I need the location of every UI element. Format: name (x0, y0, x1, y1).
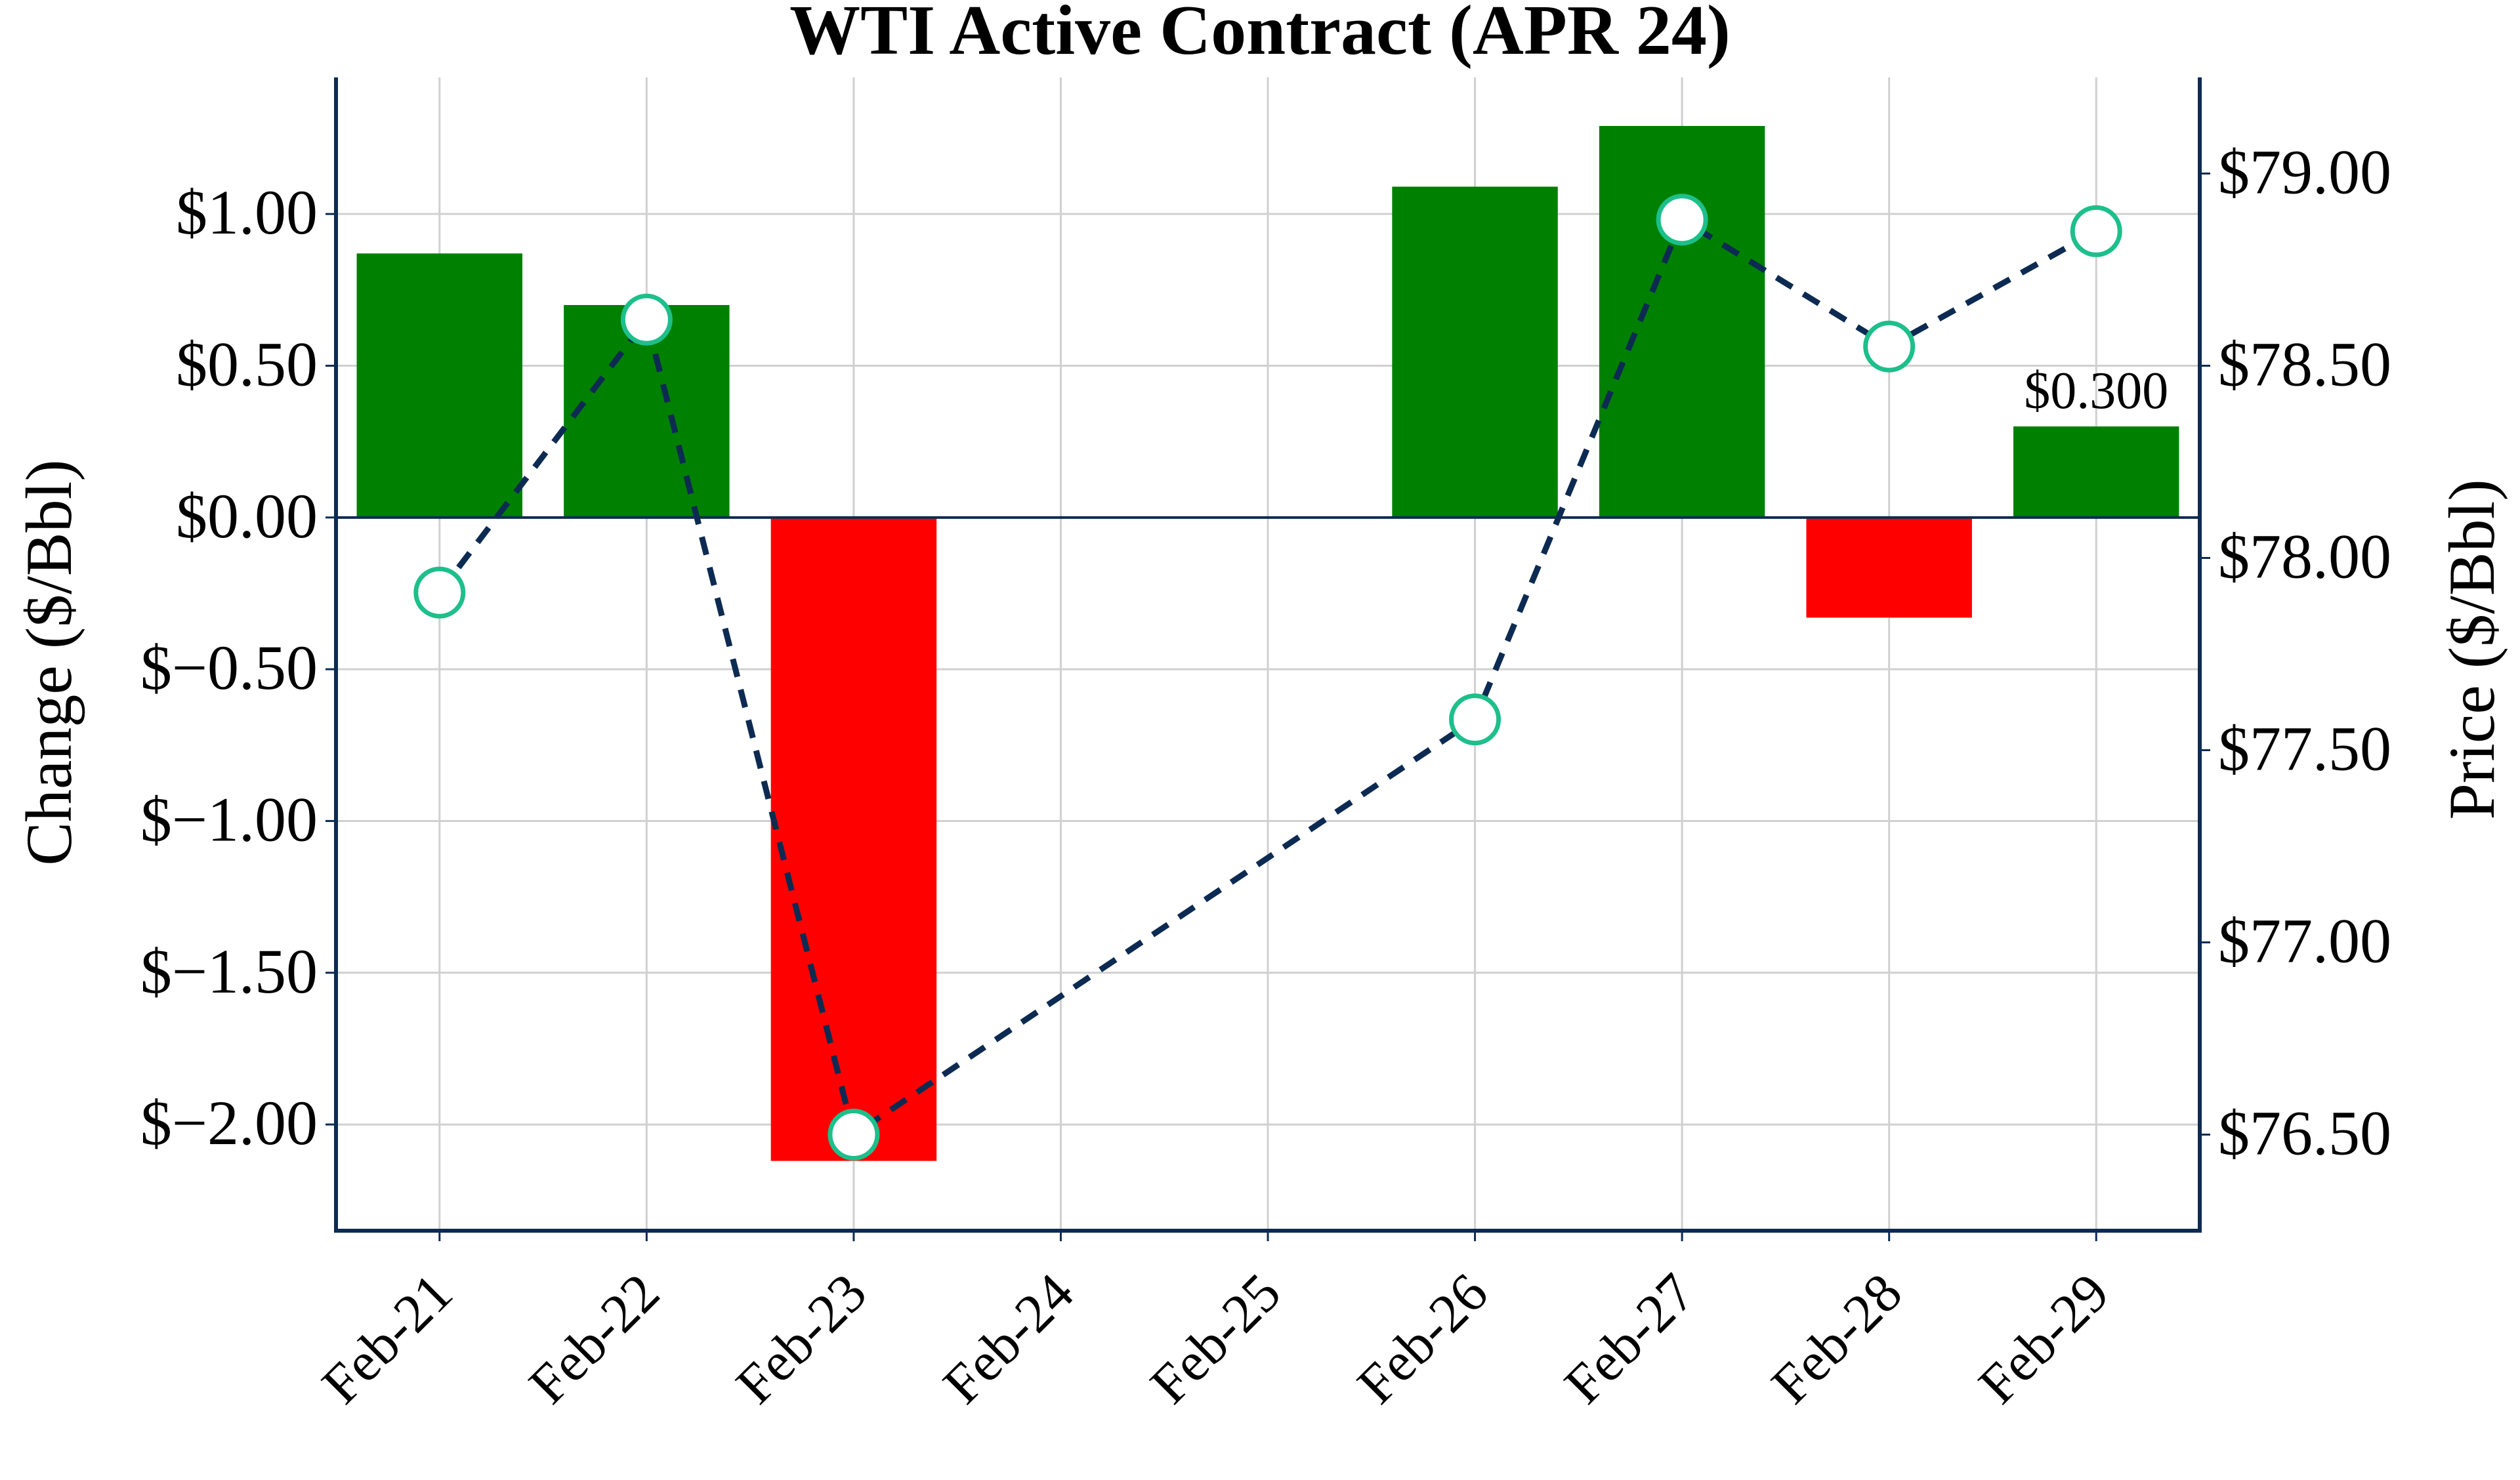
y-tick-label: $1.00 (176, 177, 318, 247)
bar-feb-21 (356, 253, 522, 518)
y-axis-label: Change ($/Bbl) (12, 459, 85, 865)
bar-annotation: $0.300 (2024, 362, 2168, 420)
y-tick-label: $0.00 (176, 481, 318, 551)
y2-axis-label: Price ($/Bbl) (2435, 479, 2508, 819)
x-tick-label: Feb-21 (310, 1262, 464, 1416)
x-tick-label: Feb-28 (1760, 1262, 1914, 1416)
price-point-feb-28 (1863, 320, 1916, 373)
price-point-feb-29 (2070, 205, 2122, 257)
y-tick-label: $−1.50 (140, 936, 318, 1006)
y-tick-label: $0.50 (176, 329, 318, 400)
price-point-feb-22 (620, 293, 673, 346)
x-tick-label: Feb-23 (724, 1262, 878, 1416)
x-tick-label: Feb-22 (518, 1262, 671, 1416)
bar-feb-26 (1392, 186, 1558, 518)
axes (326, 77, 2210, 1241)
y2-tick-label: $79.00 (2218, 137, 2391, 207)
y2-tick-label: $78.00 (2218, 522, 2391, 592)
y2-tick-label: $76.50 (2218, 1098, 2391, 1168)
price-point-feb-27 (1656, 194, 1708, 246)
y2-tick-label: $77.00 (2218, 906, 2391, 976)
bar-feb-27 (1599, 126, 1765, 518)
bar-feb-28 (1806, 517, 1972, 618)
y-tick-label: $−1.00 (140, 784, 318, 854)
x-tick-label: Feb-26 (1346, 1262, 1500, 1416)
bar-feb-29 (2013, 426, 2179, 518)
bars (356, 126, 2179, 1161)
bar-feb-23 (770, 517, 937, 1161)
y2-tick-label: $77.50 (2218, 714, 2391, 784)
chart-title: WTI Active Contract (APR 24) (789, 0, 1731, 70)
x-tick-label: Feb-24 (932, 1262, 1085, 1416)
y-tick-label: $−0.50 (140, 632, 318, 703)
price-point-feb-23 (828, 1109, 880, 1161)
y-tick-label: $−2.00 (140, 1088, 318, 1158)
price-markers (413, 194, 2122, 1161)
x-tick-label: Feb-27 (1553, 1262, 1707, 1416)
x-tick-label: Feb-25 (1139, 1262, 1292, 1416)
x-tick-label: Feb-29 (1967, 1262, 2121, 1416)
y2-tick-label: $78.50 (2218, 329, 2391, 400)
price-point-feb-26 (1449, 693, 1502, 746)
price-point-feb-21 (413, 566, 466, 619)
grid (336, 77, 2200, 1231)
